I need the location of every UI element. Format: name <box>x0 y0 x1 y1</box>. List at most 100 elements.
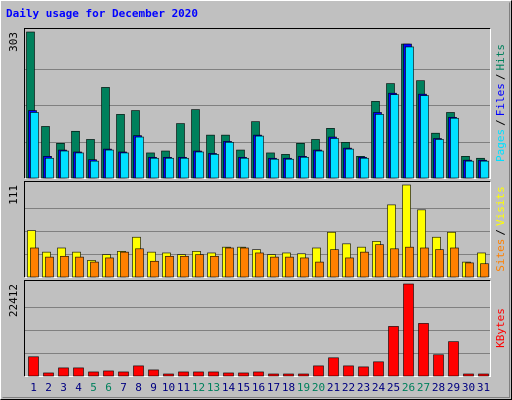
x-tick-label: 24 <box>372 381 386 394</box>
bar <box>75 256 84 278</box>
bar <box>298 373 309 377</box>
bar <box>118 371 129 377</box>
bar <box>330 138 339 179</box>
x-tick-label: 21 <box>327 381 340 394</box>
x-tick-label: 2 <box>45 381 52 394</box>
x-tick-label: 14 <box>222 381 236 394</box>
x-tick-label: 4 <box>75 381 82 394</box>
bar <box>103 370 114 377</box>
legend: Sites / Visits <box>494 186 507 272</box>
bar <box>403 283 414 377</box>
bar <box>300 257 309 278</box>
bar <box>90 261 99 278</box>
bar <box>208 371 219 377</box>
x-tick-label: 18 <box>282 381 295 394</box>
bar <box>180 255 189 278</box>
bar <box>165 157 174 179</box>
bar <box>285 256 294 278</box>
x-tick-label: 17 <box>267 381 280 394</box>
legend-entry: KBytes <box>494 308 507 348</box>
x-tick-label: 15 <box>237 381 250 394</box>
x-tick-label: 6 <box>105 381 112 394</box>
bar <box>223 372 234 377</box>
bar <box>240 247 249 278</box>
bar <box>28 356 39 377</box>
bar <box>195 151 204 179</box>
x-tick-label: 13 <box>207 381 220 394</box>
x-tick-label: 29 <box>447 381 460 394</box>
bar <box>180 157 189 179</box>
bar <box>105 149 114 179</box>
legend-entry: Pages <box>494 129 507 162</box>
bar <box>193 371 204 377</box>
bar <box>43 372 54 377</box>
x-tick-label: 11 <box>177 381 190 394</box>
bar <box>60 255 69 278</box>
bar <box>405 46 414 179</box>
x-tick-label: 16 <box>252 381 265 394</box>
bar <box>135 248 144 278</box>
x-tick-label: 20 <box>312 381 325 394</box>
legend-separator: / <box>494 229 507 236</box>
bar <box>240 157 249 179</box>
x-tick-label: 10 <box>162 381 175 394</box>
bar <box>420 247 429 278</box>
legend: KBytes <box>494 308 507 348</box>
bar <box>358 366 369 377</box>
panel-border <box>24 181 491 278</box>
bar <box>300 156 309 179</box>
bar <box>255 135 264 179</box>
bar <box>465 160 474 179</box>
x-tick-label: 22 <box>342 381 355 394</box>
bar <box>433 354 444 377</box>
bar <box>345 257 354 278</box>
bar <box>463 373 474 377</box>
bar <box>373 361 384 377</box>
bar <box>253 371 264 377</box>
bar <box>343 365 354 377</box>
bar <box>480 263 489 278</box>
bar <box>390 94 399 179</box>
x-tick-label: 27 <box>417 381 430 394</box>
bar <box>478 373 489 377</box>
bar <box>465 262 474 278</box>
legend-entry: Files <box>494 83 507 116</box>
bar <box>313 365 324 377</box>
bar <box>375 114 384 179</box>
bar <box>163 373 174 377</box>
bar <box>238 372 249 377</box>
x-tick-label: 19 <box>297 381 310 394</box>
bar <box>150 260 159 278</box>
bar <box>195 254 204 278</box>
x-tick-label: 9 <box>150 381 157 394</box>
y-tick-label: 303 <box>7 32 20 52</box>
bar <box>388 326 399 377</box>
bar <box>150 157 159 179</box>
bar <box>345 148 354 179</box>
bar <box>435 249 444 278</box>
bar <box>45 157 54 179</box>
bar <box>255 252 264 278</box>
bar <box>285 158 294 179</box>
x-tick-label: 7 <box>120 381 127 394</box>
y-tick-label: 22412 <box>7 284 20 317</box>
bar <box>268 373 279 377</box>
bar <box>90 160 99 179</box>
bar <box>45 256 54 278</box>
bar <box>283 373 294 377</box>
bar <box>375 244 384 278</box>
bar <box>210 154 219 179</box>
legend-entry: Hits <box>494 44 507 71</box>
bar <box>165 255 174 278</box>
legend-entry: Visits <box>494 186 507 226</box>
legend: Pages / Files / Hits <box>494 44 507 162</box>
bar <box>450 247 459 278</box>
bar <box>210 255 219 278</box>
bar <box>315 261 324 278</box>
bar <box>88 371 99 377</box>
legend-separator: / <box>494 74 507 81</box>
